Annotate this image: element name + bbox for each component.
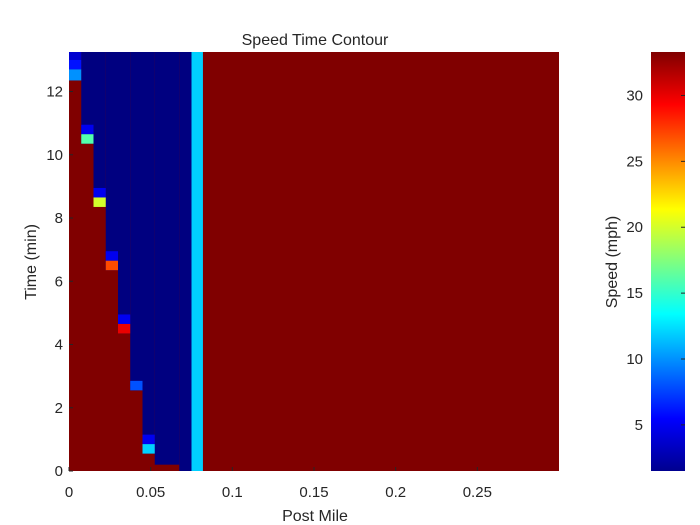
y-tick-label: 8 [55, 210, 63, 227]
heatmap-cell-9 [191, 52, 203, 471]
colorbar-tick-label: 5 [635, 417, 643, 434]
y-tick-label: 0 [55, 463, 63, 480]
x-tick-label: 0.25 [463, 484, 492, 501]
y-tick-label: 2 [55, 400, 63, 417]
x-tick-label: 0.2 [385, 484, 406, 501]
heatmap-cell-15 [93, 187, 106, 198]
chart-title: Speed Time Contour [242, 32, 389, 49]
heatmap-cell-5 [130, 52, 143, 391]
colorbar-tick-label: 25 [626, 153, 643, 170]
x-tick-label: 0.1 [222, 484, 243, 501]
heatmap-cell-19 [118, 314, 131, 324]
colorbar-tick-label: 15 [626, 285, 643, 302]
heatmap-cell-6 [142, 52, 155, 454]
x-axis-ticks: 0 0.05 0.1 0.15 0.2 0.25 [65, 467, 492, 501]
heatmap-cell-3 [105, 52, 118, 271]
heatmap-cell-13 [81, 124, 94, 135]
x-axis-label: Post Mile [282, 508, 348, 525]
y-tick-label: 12 [46, 84, 63, 101]
heatmap-cell-20 [118, 323, 131, 334]
heatmap-cell-4 [118, 52, 131, 334]
heatmap-cell-8 [179, 52, 192, 471]
heatmap-cell-23 [142, 444, 155, 454]
heatmap-cell-17 [105, 251, 118, 261]
colorbar-tick-label: 30 [626, 87, 643, 104]
y-tick-label: 10 [46, 147, 63, 164]
y-axis-label: Time (min) [23, 224, 40, 300]
colorbar-tick-label: 10 [626, 351, 643, 368]
plot-area [69, 52, 559, 471]
heatmap-cell-7 [154, 52, 180, 465]
colorbar [651, 52, 685, 471]
y-tick-label: 6 [55, 273, 63, 290]
heatmap-cell-21 [130, 380, 143, 391]
heatmap-cell-10 [69, 52, 82, 60]
heatmap-cell-14 [81, 134, 94, 144]
x-tick-label: 0 [65, 484, 73, 501]
heatmap-cell-12 [69, 69, 82, 81]
y-axis-ticks: 0 2 4 6 8 10 12 [46, 84, 73, 480]
colorbar-tick-label: 20 [626, 219, 643, 236]
colorbar-ticks: 5 10 15 20 25 30 [626, 87, 685, 434]
heatmap-cell-11 [69, 59, 82, 70]
heatmap-cell-1 [81, 52, 94, 144]
colorbar-label: Speed (mph) [604, 216, 621, 309]
heatmap-cell-18 [105, 260, 118, 271]
x-tick-label: 0.05 [136, 484, 165, 501]
x-tick-label: 0.15 [299, 484, 328, 501]
y-tick-label: 4 [55, 337, 63, 354]
heatmap-cell-16 [93, 197, 106, 207]
heatmap-cell-2 [93, 52, 106, 207]
heatmap-cell-22 [142, 434, 155, 445]
